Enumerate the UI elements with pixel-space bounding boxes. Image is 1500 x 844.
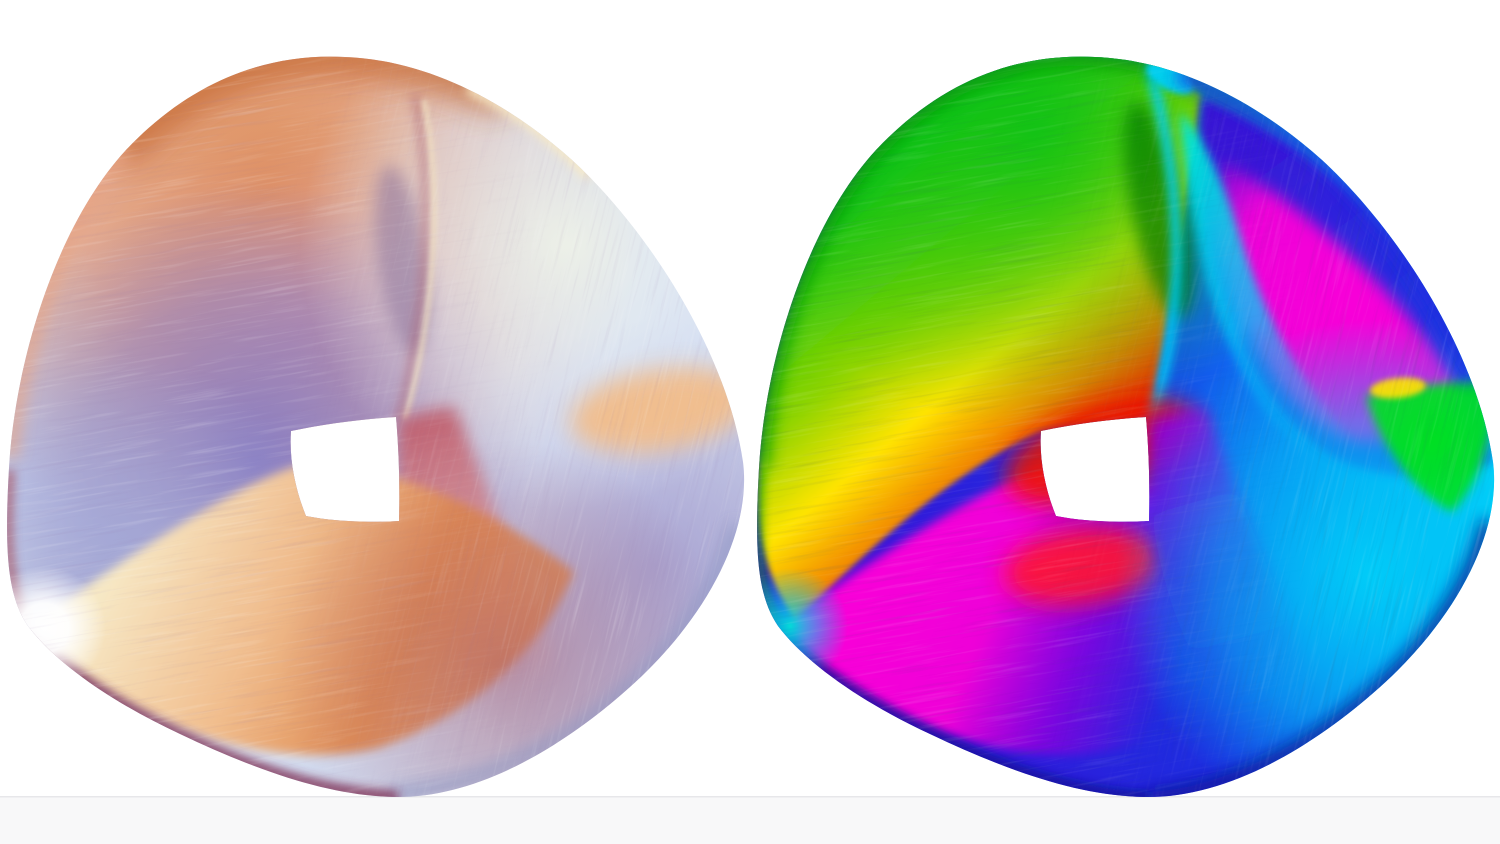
left-surface-figure [7,56,745,798]
floor-strip [0,796,1500,844]
floor-fill [0,796,1500,844]
lic-texture-vertical [7,56,745,798]
lic-texture-vertical [757,56,1495,798]
right-surface-figure [757,56,1495,798]
floor-line [0,796,1500,798]
